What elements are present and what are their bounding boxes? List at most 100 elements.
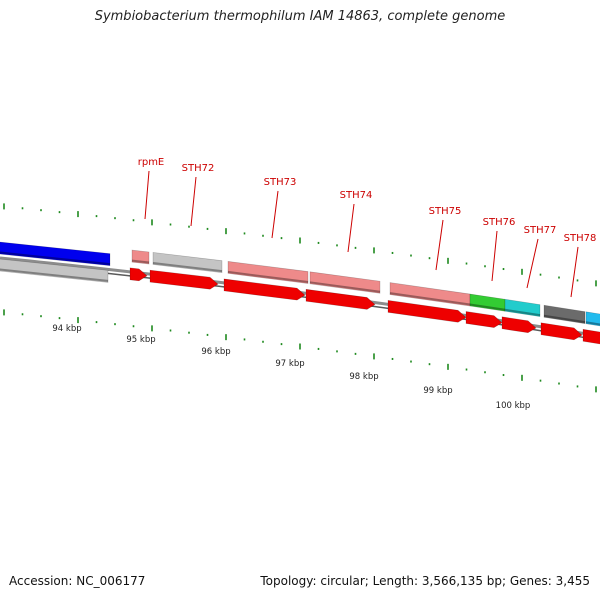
gene-labels: rpmE STH72 STH73 STH74 STH75 STH76 STH77 STH78 (138, 157, 596, 298)
inner-ring-tick (317, 347, 320, 350)
inner-ring-tick (299, 343, 301, 350)
gene-leader-rpmE (144, 170, 150, 220)
inner-ring-tick (521, 374, 523, 381)
outer-tick-ring (3, 203, 597, 287)
gene-label-rpmE: rpmE (138, 157, 165, 168)
axis-label: 96 kbp (201, 347, 230, 357)
outer-ring-tick (595, 280, 597, 287)
outer-ring-tick (521, 268, 523, 275)
inner-ring-tick (206, 333, 209, 336)
inner-ring-tick (132, 325, 135, 328)
outer-ring-tick (558, 276, 560, 279)
outer-ring-tick (484, 265, 486, 268)
gene-block-STH75-upper-shade (389, 292, 471, 306)
outer-ring-tick (373, 247, 375, 254)
inner-ring-tick (539, 379, 542, 382)
inner-ring-tick (502, 374, 505, 377)
outer-ring-tick (151, 219, 153, 226)
outer-ring-tick (336, 244, 338, 247)
gene-label-STH72: STH72 (182, 163, 215, 174)
inner-ring-tick (3, 309, 5, 316)
gene-leader-STH78 (570, 246, 579, 298)
inner-ring-tick (410, 360, 412, 363)
inner-ring-tick (58, 317, 61, 320)
inner-ring-tick (336, 350, 338, 353)
inner-ring-tick (188, 331, 190, 334)
cds-arrow-STH78 (540, 322, 583, 341)
inner-ring-tick (428, 363, 431, 366)
outer-ring-tick (299, 237, 301, 244)
gene-leader-STH72 (190, 176, 197, 227)
gene-block-blue (0, 241, 111, 266)
inner-ring-tick (77, 317, 79, 324)
gene-block-STH72-upper (152, 252, 223, 274)
gene-label-STH74: STH74 (340, 190, 373, 201)
outer-ring-tick (317, 241, 320, 244)
axis-labels: 94 kbp 95 kbp 96 kbp 97 kbp 98 kbp 99 kbp 100 … (52, 324, 530, 411)
gene-block-STH77-upper (504, 298, 541, 317)
gene-block-gray-lower (0, 258, 109, 283)
gene-block-next-upper (585, 311, 600, 327)
gene-block-next-upper-shade (585, 321, 600, 326)
outer-ring-tick (576, 279, 579, 282)
gene-block-rpmE-upper (131, 249, 150, 265)
cds-arrow-STH72 (149, 269, 219, 290)
inner-ring-tick (558, 382, 560, 385)
inner-ring-tick (225, 334, 227, 341)
axis-label: 95 kbp (126, 335, 155, 345)
cds-arrow-STH76 (465, 311, 503, 328)
outer-ring-tick (447, 257, 449, 264)
gene-features (0, 241, 600, 345)
outer-ring-tick (502, 268, 505, 271)
gene-label-STH76: STH76 (483, 217, 516, 228)
axis-label: 94 kbp (52, 324, 81, 334)
outer-ring-tick (206, 227, 209, 230)
inner-ring-tick (95, 321, 98, 324)
inner-ring-tick (280, 343, 283, 346)
gene-block-STH78-upper-shade (543, 314, 586, 324)
outer-ring-tick (95, 215, 98, 218)
outer-ring-tick (391, 251, 394, 254)
inner-ring-tick (169, 329, 172, 332)
outer-ring-tick (77, 211, 79, 218)
outer-ring-tick (280, 237, 283, 240)
outer-ring-tick (262, 234, 264, 237)
gene-leader-STH77 (526, 238, 539, 289)
gene-block-gray-lower-shade (0, 268, 109, 282)
gene-block-STH76-upper-shade (469, 303, 506, 311)
cds-arrow-STH77 (501, 316, 537, 334)
gene-block-STH72-upper-shade (152, 261, 223, 273)
inner-ring-tick (40, 315, 42, 318)
gene-block-STH78-upper (543, 304, 586, 324)
outer-ring-tick (114, 217, 116, 220)
outer-ring-tick (58, 211, 61, 214)
gene-leader-STH76 (491, 230, 498, 282)
inner-ring-tick (114, 323, 116, 326)
inner-ring-tick (354, 352, 357, 355)
outer-ring-tick (354, 246, 357, 249)
inner-tick-ring (3, 309, 597, 393)
gene-block-STH74-upper (309, 271, 381, 294)
gene-block-STH77-upper-shade (504, 308, 541, 317)
inner-ring-tick (21, 313, 24, 316)
gene-block-STH74-upper-shade (309, 281, 381, 293)
outer-ring-tick (539, 273, 542, 276)
inner-ring-tick (391, 357, 394, 360)
cds-arrow-rpmE (129, 267, 148, 282)
outer-ring-tick (225, 228, 227, 235)
gene-block-STH73-upper (227, 261, 309, 284)
cds-arrow-next (582, 328, 600, 345)
axis-label: 98 kbp (349, 372, 378, 382)
topology-summary: Topology: circular; Length: 3,566,135 bp… (260, 574, 590, 588)
gene-label-STH73: STH73 (264, 177, 297, 188)
accession-label: Accession: NC_006177 (9, 574, 146, 588)
axis-label: 97 kbp (275, 359, 304, 369)
gene-leader-STH74 (347, 203, 355, 253)
inner-ring-tick (151, 325, 153, 332)
outer-ring-tick (40, 209, 42, 212)
inner-ring-tick (373, 353, 375, 360)
inner-ring-tick (447, 363, 449, 370)
outer-ring-tick (169, 223, 172, 226)
outer-ring-tick (132, 219, 135, 222)
